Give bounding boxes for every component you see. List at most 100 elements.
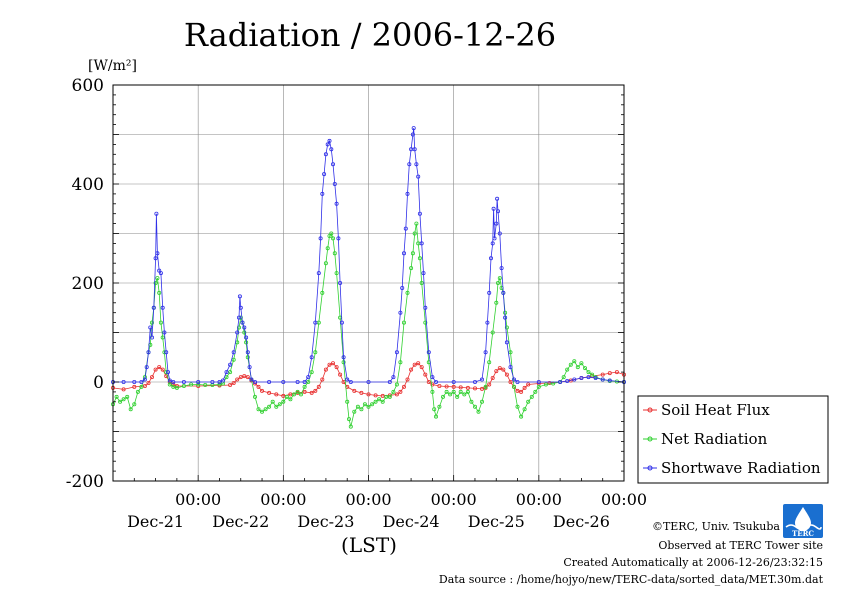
data-point bbox=[160, 335, 165, 340]
y-tick-label: 0 bbox=[93, 373, 104, 393]
data-point bbox=[325, 246, 330, 251]
data-point bbox=[153, 280, 158, 285]
x-tick-labels: 00:00 Dec-21 00:00 Dec-22 00:00 Dec-23 00:00 De… bbox=[112, 475, 647, 531]
data-point bbox=[426, 379, 431, 384]
data-point bbox=[316, 271, 321, 276]
data-point bbox=[476, 409, 481, 414]
data-point bbox=[295, 379, 300, 384]
legend-entry-label: Soil Heat Flux bbox=[661, 401, 770, 419]
logo-wave-icon bbox=[785, 524, 822, 530]
data-point bbox=[281, 379, 286, 384]
data-point bbox=[139, 379, 144, 384]
y-tick-label: 200 bbox=[72, 274, 104, 294]
data-point bbox=[593, 375, 598, 380]
data-point bbox=[433, 379, 438, 384]
data-point bbox=[295, 389, 300, 394]
data-point bbox=[403, 226, 408, 231]
data-point bbox=[256, 384, 261, 389]
data-point bbox=[451, 379, 456, 384]
data-point bbox=[334, 271, 339, 276]
data-point bbox=[224, 370, 229, 375]
data-point bbox=[165, 370, 170, 375]
data-point bbox=[586, 375, 591, 380]
data-point bbox=[409, 266, 414, 271]
data-point bbox=[490, 241, 495, 246]
data-point bbox=[144, 365, 149, 370]
data-point bbox=[472, 386, 477, 391]
x-tick-time-label: 00:00 bbox=[175, 490, 221, 509]
data-point bbox=[142, 377, 147, 382]
data-point bbox=[398, 360, 403, 365]
data-point bbox=[572, 377, 577, 382]
x-tick-date-label: Dec-22 bbox=[212, 512, 269, 531]
data-point bbox=[529, 394, 534, 399]
data-point bbox=[391, 389, 396, 394]
data-point bbox=[412, 362, 417, 367]
data-point bbox=[419, 365, 424, 370]
data-point bbox=[568, 362, 573, 367]
data-point bbox=[387, 394, 392, 399]
data-point bbox=[490, 330, 495, 335]
data-point bbox=[155, 276, 160, 281]
data-point bbox=[497, 231, 502, 236]
credit-created: Created Automatically at 2006-12-26/23:3… bbox=[563, 556, 823, 569]
data-point bbox=[302, 384, 307, 389]
data-point bbox=[495, 209, 500, 214]
data-point bbox=[419, 280, 424, 285]
data-point bbox=[417, 256, 422, 261]
data-point bbox=[242, 374, 247, 379]
data-point bbox=[235, 330, 240, 335]
data-point bbox=[348, 379, 353, 384]
data-point bbox=[355, 404, 360, 409]
credit-copyright: ©TERC, Univ. Tsukuba bbox=[652, 520, 780, 533]
data-point bbox=[330, 162, 335, 167]
data-point bbox=[309, 390, 314, 395]
data-point bbox=[430, 389, 435, 394]
data-point bbox=[203, 382, 208, 387]
x-tick-date-label: Dec-25 bbox=[468, 512, 525, 531]
chart-title: Radiation / 2006-12-26 bbox=[184, 16, 556, 54]
data-point bbox=[149, 375, 154, 380]
data-point bbox=[432, 407, 437, 412]
data-point bbox=[508, 365, 513, 370]
data-point bbox=[414, 221, 419, 226]
data-point bbox=[515, 388, 520, 393]
data-point bbox=[448, 392, 453, 397]
data-point bbox=[440, 394, 445, 399]
data-point bbox=[334, 201, 339, 206]
data-point bbox=[196, 379, 201, 384]
logo-drop-icon bbox=[795, 507, 811, 531]
data-point bbox=[151, 305, 156, 310]
data-point bbox=[236, 325, 241, 330]
data-point bbox=[547, 380, 552, 385]
data-point bbox=[291, 392, 296, 397]
data-point bbox=[217, 382, 222, 387]
data-point bbox=[242, 325, 247, 330]
data-point bbox=[154, 211, 159, 216]
data-point bbox=[366, 392, 371, 397]
data-point bbox=[240, 320, 245, 325]
y-tick-label: 400 bbox=[72, 175, 104, 195]
data-point bbox=[373, 399, 378, 404]
legend-swatch-marker bbox=[647, 407, 653, 413]
data-point bbox=[462, 392, 467, 397]
y-tick-label: -200 bbox=[66, 472, 104, 492]
data-point bbox=[394, 392, 399, 397]
data-point bbox=[423, 320, 428, 325]
data-point bbox=[267, 404, 272, 409]
data-point bbox=[366, 379, 371, 384]
logo-text: TERC bbox=[792, 529, 814, 538]
legend-entry-label: Net Radiation bbox=[661, 430, 768, 448]
data-point bbox=[526, 382, 531, 387]
data-point bbox=[504, 372, 509, 377]
data-point bbox=[298, 392, 303, 397]
data-point bbox=[401, 251, 406, 256]
data-point bbox=[149, 320, 154, 325]
data-point bbox=[494, 369, 499, 374]
data-point bbox=[224, 375, 229, 380]
data-point bbox=[501, 290, 506, 295]
data-point bbox=[405, 290, 410, 295]
data-point bbox=[121, 397, 126, 402]
data-point bbox=[220, 378, 225, 383]
